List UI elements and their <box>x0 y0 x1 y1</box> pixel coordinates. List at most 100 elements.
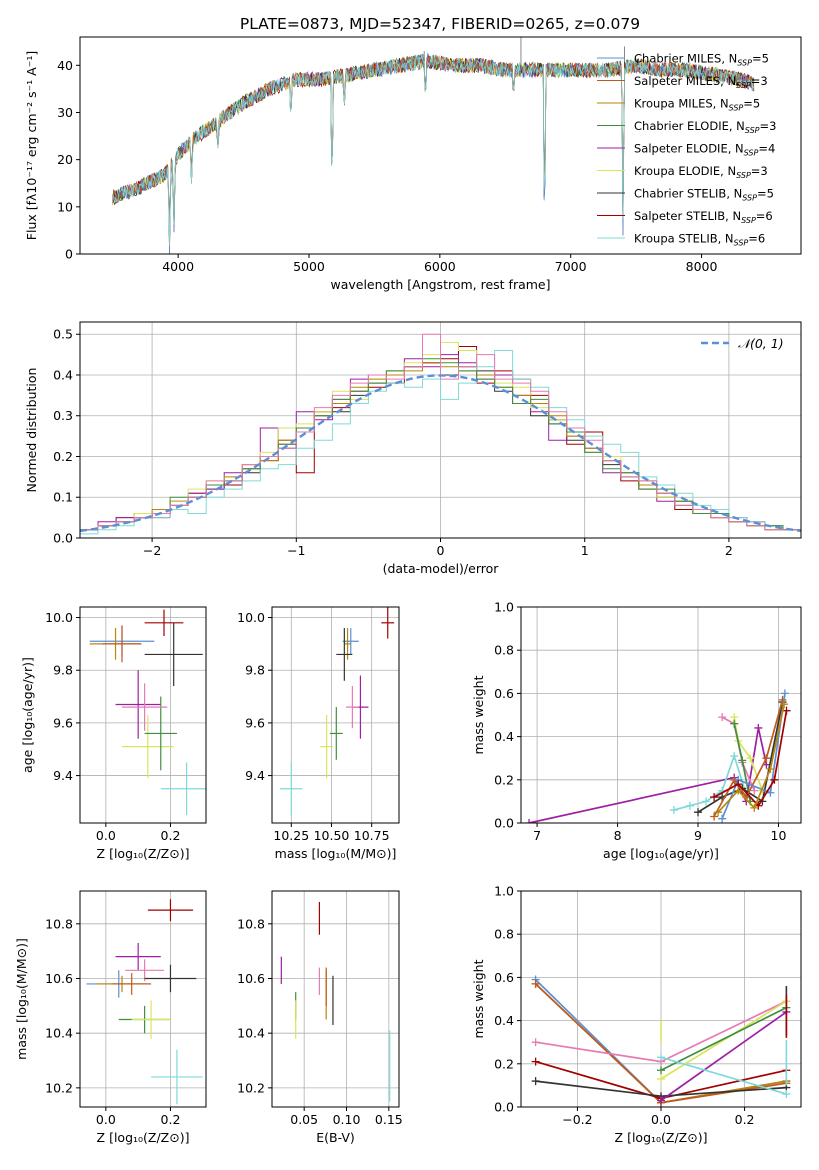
x-axis-label: mass [log₁₀(M/M⊙)] <box>275 846 397 861</box>
weight-marker <box>766 765 775 773</box>
y-tick-label: 10.4 <box>45 1026 73 1041</box>
errorbar-salpeter-miles <box>102 625 142 663</box>
errorbar-salpeter-miles <box>112 973 152 995</box>
weight-marker <box>531 1038 540 1047</box>
x-tick-label: −1 <box>287 543 305 558</box>
errorbar-salpeter-miles-pink <box>122 683 168 731</box>
weight-line-kroupa-elodie <box>660 1000 787 1080</box>
spectrum-line-kroupa-stelib <box>112 54 755 246</box>
errorbar-salpeter-miles-pink <box>345 686 359 729</box>
weight-marker <box>766 788 775 797</box>
weight-marker <box>746 754 755 763</box>
errorbar-kroupa-stelib <box>280 762 303 816</box>
weight-marker <box>780 700 789 709</box>
weight-marker <box>718 713 727 722</box>
x-tick-label: 6000 <box>424 259 456 274</box>
y-tick-label: 10.2 <box>237 1080 265 1095</box>
plot-layer: 4000 5000 6000 7000 8000010203040wavelength … <box>14 36 802 1145</box>
mw_vs_age-frame <box>520 606 802 824</box>
weight-marker <box>782 1090 791 1099</box>
mass_vs_ebv-frame <box>271 890 400 1108</box>
y-tick-label: 9.4 <box>53 768 73 783</box>
x-tick-label: 7000 <box>555 259 587 274</box>
y-tick-label: 9.6 <box>53 715 73 730</box>
weight-marker <box>754 723 763 732</box>
weight-marker <box>770 775 779 784</box>
errorbar-chabrier-stelib <box>144 964 197 993</box>
y-tick-label: 0.3 <box>53 408 73 423</box>
weight-line-salpeter-elodie <box>528 727 768 823</box>
weight-marker <box>525 819 534 823</box>
age_vs_mass-axes: 10.25 10.50 10.75 9.4 9.6 9.8 10.0 mass [log₁₀(… <box>237 606 400 861</box>
mw_vs_age-plot-area <box>525 689 791 823</box>
y-tick-label: 0.0 <box>494 1100 514 1115</box>
errorbar-salpeter-elodie <box>115 670 161 739</box>
errorbar-salpeter-stelib <box>147 899 194 922</box>
x-tick-label: 0.0 <box>96 828 116 843</box>
legend-label: Chabrier ELODIE, NSSP=3 <box>634 119 776 135</box>
spectrum-plot-area <box>112 37 755 254</box>
errorbar-kroupa-elodie <box>122 715 174 779</box>
mw_vs_Z-axes: −0.2 0.0 0.2 0.0 0.2 0.4 0.6 0.8 1.0 Z [log₁₀(Z/Z… <box>471 884 802 1145</box>
weight-marker <box>657 1096 665 1105</box>
weight-marker <box>738 756 747 765</box>
weight-marker <box>657 1074 665 1083</box>
x-tick-label: 0.2 <box>161 1112 181 1127</box>
y-tick-label: 0.6 <box>494 686 514 701</box>
weight-marker <box>778 695 787 704</box>
spectrum-frame <box>79 36 802 255</box>
y-tick-label: 0.4 <box>494 1013 514 1028</box>
y-tick-label: 20 <box>57 152 73 167</box>
weight-marker <box>750 803 759 812</box>
x-tick-label: 0 <box>437 543 445 558</box>
weight-marker <box>657 1053 665 1062</box>
y-axis-label: Flux [fλ10⁻¹⁷ erg cm⁻² s⁻¹ A⁻¹] <box>24 51 39 240</box>
x-tick-label: 2 <box>725 543 733 558</box>
mass_vs_Z-frame <box>79 890 207 1108</box>
y-tick-label: 10.2 <box>45 1080 73 1095</box>
mass_vs_Z-axes: 0.0 0.2 10.2 10.4 10.6 10.8 Z [log₁₀(Z/Z⊙)] mas… <box>14 890 207 1145</box>
y-tick-label: 0.2 <box>494 1056 514 1071</box>
x-tick-label: −0.2 <box>562 1112 592 1127</box>
x-tick-label: 8000 <box>686 259 718 274</box>
age_vs_Z-axes: 0.0 0.2 9.4 9.6 9.8 10.0 Z [log₁₀(Z/Z⊙)] age [l… <box>20 606 207 861</box>
normal-curve <box>80 374 801 533</box>
x-axis-label: Z [log₁₀(Z/Z⊙)] <box>615 1130 708 1145</box>
weight-marker <box>685 801 694 810</box>
y-tick-label: 10 <box>57 199 73 214</box>
errorbar-salpeter-elodie <box>115 942 161 971</box>
x-tick-label: 0.15 <box>375 1112 403 1127</box>
y-tick-label: 0.4 <box>494 729 514 744</box>
errorbar-chabrier-elodie <box>329 707 343 760</box>
age_vs_Z-plot-area <box>89 609 206 816</box>
errorbar-kroupa-elodie <box>131 1000 171 1039</box>
weight-marker <box>750 786 759 795</box>
errorbar-kroupa-stelib <box>160 762 206 816</box>
x-axis-label: E(B-V) <box>316 1130 355 1145</box>
x-tick-label: −2 <box>143 543 161 558</box>
weight-marker <box>531 979 540 988</box>
y-tick-label: 10.4 <box>237 1026 265 1041</box>
legend-label: Chabrier MILES, NSSP=5 <box>634 52 769 68</box>
y-tick-label: 10.6 <box>45 971 73 986</box>
spectrum-legend: Chabrier MILES, NSSP=5 Salpeter MILES, NS… <box>597 52 776 248</box>
y-axis-label: mass [log₁₀(M/M⊙)] <box>14 938 29 1060</box>
y-tick-label: 0.4 <box>53 367 73 382</box>
errorbar-kroupa-stelib <box>151 1049 203 1105</box>
weight-marker <box>702 797 711 806</box>
x-tick-label: 7 <box>533 828 541 843</box>
x-axis-label: wavelength [Angstrom, rest frame] <box>330 277 550 292</box>
x-axis-label: Z [log₁₀(Z/Z⊙)] <box>97 1130 190 1145</box>
x-tick-label: 10.50 <box>314 828 350 843</box>
weight-marker <box>762 754 771 763</box>
y-axis-label: mass weight <box>471 959 486 1038</box>
mass_vs_Z-plot-area <box>86 899 203 1105</box>
y-tick-label: 1.0 <box>494 884 514 899</box>
legend-label: Salpeter ELODIE, NSSP=4 <box>634 142 775 158</box>
y-tick-label: 0.0 <box>53 531 73 546</box>
x-tick-label: 0.0 <box>96 1112 116 1127</box>
y-tick-label: 10.6 <box>237 971 265 986</box>
weight-marker <box>718 814 727 823</box>
weight-line-salpeter-elodie <box>660 1011 787 1102</box>
